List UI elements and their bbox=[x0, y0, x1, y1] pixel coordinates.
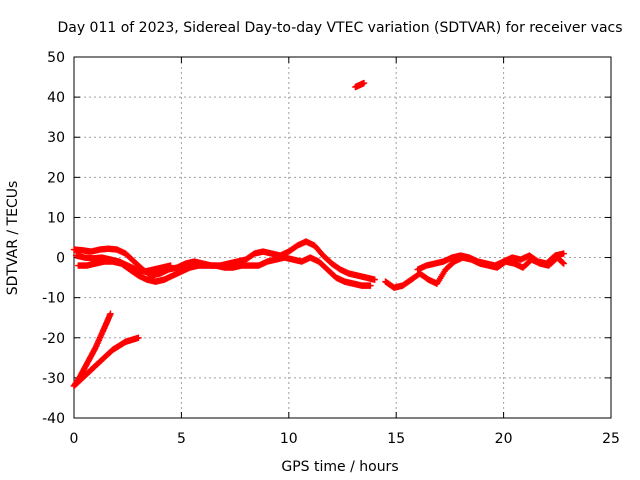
y-tick-label: -40 bbox=[42, 411, 65, 427]
axis-ticks: 0 5 10 15 20 25 -40 -30 -20 -10 0 10 20 30 40 50 bbox=[42, 50, 620, 447]
y-axis-label: SDTVAR / TECUs bbox=[5, 181, 21, 296]
series-descending-early-b bbox=[70, 334, 142, 390]
y-tick-label: -30 bbox=[42, 371, 65, 387]
x-tick-label: 0 bbox=[70, 431, 79, 447]
y-tick-label: 0 bbox=[56, 251, 65, 267]
x-tick-label: 15 bbox=[387, 431, 405, 447]
x-tick-label: 10 bbox=[280, 431, 298, 447]
data-point-interp bbox=[559, 259, 567, 267]
y-tick-label: 20 bbox=[47, 170, 65, 186]
data-point bbox=[367, 282, 374, 289]
y-tick-label: 30 bbox=[47, 130, 65, 146]
series-trace-late-upper bbox=[414, 250, 567, 273]
data-point bbox=[360, 79, 368, 87]
data-point bbox=[371, 276, 378, 283]
x-axis-label: GPS time / hours bbox=[281, 459, 398, 475]
y-tick-label: 40 bbox=[47, 90, 65, 106]
series-trace-mid-early bbox=[72, 252, 174, 275]
y-tick-label: 10 bbox=[47, 210, 65, 226]
data-point bbox=[135, 334, 142, 341]
x-tick-label: 25 bbox=[602, 431, 620, 447]
data-point bbox=[167, 262, 174, 269]
x-tick-label: 5 bbox=[177, 431, 186, 447]
x-tick-label: 20 bbox=[495, 431, 513, 447]
y-tick-label: 50 bbox=[47, 50, 65, 66]
plot-frame bbox=[73, 56, 612, 419]
data-point bbox=[107, 310, 114, 317]
chart-title: Day 011 of 2023, Sidereal Day-to-day VTE… bbox=[57, 20, 622, 36]
series-isolated-point bbox=[352, 79, 368, 91]
grid bbox=[74, 57, 611, 418]
series-descending-early-a bbox=[70, 310, 114, 390]
y-tick-label: -20 bbox=[42, 331, 65, 347]
data-point bbox=[560, 260, 567, 267]
y-tick-label: -10 bbox=[42, 291, 65, 307]
data-series bbox=[70, 79, 567, 390]
data-point bbox=[560, 250, 567, 257]
